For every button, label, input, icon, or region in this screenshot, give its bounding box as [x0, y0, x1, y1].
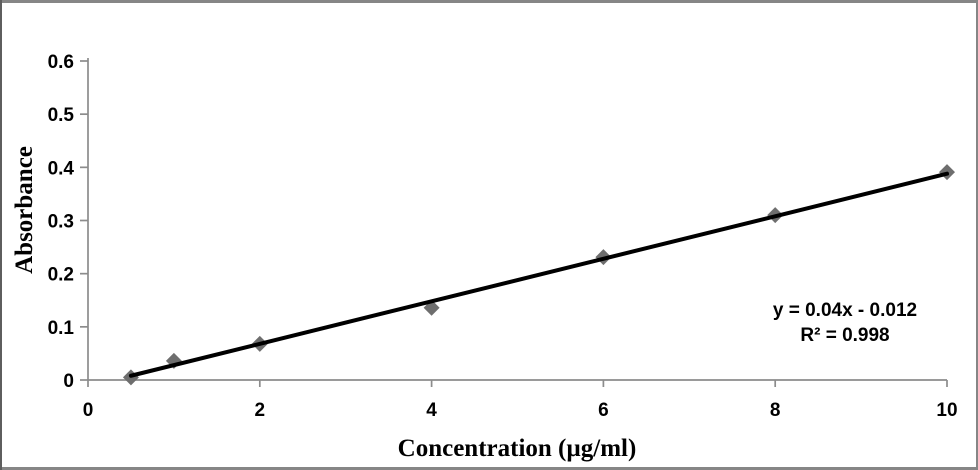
r-squared-label: R² = 0.998 [800, 325, 889, 346]
trendline [128, 171, 949, 378]
x-tick-label: 4 [426, 400, 437, 421]
frame-border-left [0, 0, 2, 470]
frame-border-bottom [0, 467, 978, 470]
x-axis-title: Concentration (µg/ml) [398, 435, 637, 462]
y-tick-label: 0.6 [48, 52, 74, 73]
frame-border-top [0, 0, 978, 3]
frame-border-right [976, 0, 978, 470]
y-tick-label: 0.1 [48, 318, 75, 339]
x-tick-label: 0 [83, 400, 94, 421]
y-tick-label: 0.4 [48, 158, 75, 179]
y-tick-label: 0.5 [48, 105, 75, 126]
y-axis-title: Absorbance [11, 146, 38, 274]
x-tick-label: 6 [598, 400, 609, 421]
y-tick-label: 0 [63, 371, 74, 392]
y-tick-label: 0.3 [48, 212, 74, 233]
x-tick-label: 2 [255, 400, 266, 421]
trendline-segment [128, 171, 949, 378]
trendline-equation-label: y = 0.04x - 0.012 [773, 300, 917, 321]
y-tick-label: 0.2 [48, 265, 74, 286]
x-tick-label: 8 [770, 400, 781, 421]
x-tick-label: 10 [936, 400, 957, 421]
axes [80, 58, 948, 387]
tick-labels: 0 0.1 0.2 0.3 0.4 0.5 0.6 0 2 4 6 8 10 [48, 52, 958, 421]
